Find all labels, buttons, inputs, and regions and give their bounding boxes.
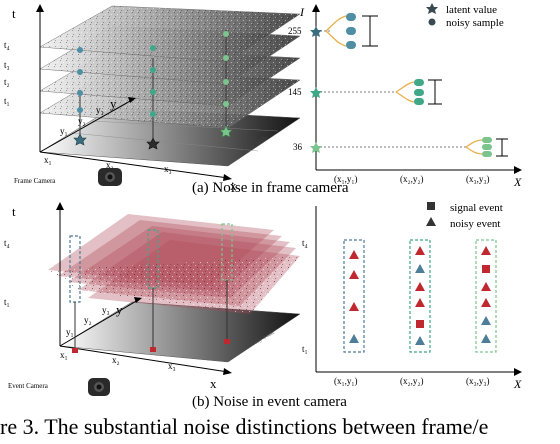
panel-b-x3-label: x₃ <box>168 361 176 371</box>
panel-a-time-t4: t₄ <box>4 40 10 50</box>
panel-a-legend: latent value noisy sample <box>426 3 504 29</box>
latent-value-icon <box>426 3 438 14</box>
panel-b-y-axis <box>59 299 139 347</box>
frame-planes <box>39 5 301 129</box>
panel-a-x-label: x <box>230 178 237 193</box>
panel-a-noisy-samples <box>346 13 492 157</box>
panel-b-xtick-1: (x₁,y₁) <box>334 376 358 386</box>
panel-a-y-axis <box>39 99 133 153</box>
legend-signal-event: signal event <box>450 202 503 214</box>
panel-b-plot: X t₄ t₁ (x₁,y₁) (x₂,y₂) (x₃,y₃) <box>302 202 522 391</box>
panel-b-x1-label: x₁ <box>60 350 68 360</box>
panel-b-y-label: y <box>116 302 123 317</box>
panel-b-event-columns <box>69 223 233 353</box>
panel-b-3d-volume: t t₄ t₁ y y₁ y₂ y₃ x₁ x₂ x₃ x Gray Scale… <box>4 202 301 396</box>
legend-noisy-event: noisy event <box>450 218 500 230</box>
legend-latent-value: latent value <box>446 4 497 16</box>
panel-a-caption: (a) Noise in frame camera <box>192 180 349 196</box>
panel-a-y2-label: y₂ <box>78 116 86 126</box>
panel-a-t-arrow <box>36 4 44 12</box>
panel-a-range-markers <box>362 15 508 157</box>
panel-b-x-axis <box>59 345 229 373</box>
panel-b-caption: (b) Noise in event camera <box>192 394 347 410</box>
event-column-3 <box>475 239 497 353</box>
event-column-2 <box>409 239 431 353</box>
panel-b-plot-x-label: X <box>513 377 522 391</box>
signal-event-icon <box>427 202 435 210</box>
panel-b-x-arrow <box>223 368 232 375</box>
panel-b-plot-x-arrow <box>514 368 522 376</box>
panel-a-xtick-1: (x₁,y₁) <box>334 174 358 184</box>
panel-a-x2-label: x₂ <box>106 160 114 170</box>
panel-b-camera-label: Event Camera <box>8 382 49 390</box>
panel-b-t-label: t <box>12 204 16 219</box>
panel-a-plot: I X 255 145 36 (x₁,y₁) (x₂,y₂) (x₃,y₃) <box>288 3 522 189</box>
panel-b-time-t4: t₄ <box>4 238 10 248</box>
panel-a-y-label: y <box>110 96 117 111</box>
figure-caption-text: The substantial noise distinctions betwe… <box>44 414 489 439</box>
noisy-sample-icon <box>428 18 436 26</box>
panel-a-noise-brackets <box>325 15 483 155</box>
panel-a-x1-label: x₁ <box>44 155 52 165</box>
panel-b-legend: signal event noisy event <box>426 202 503 230</box>
panel-b-y3-label: y₃ <box>102 305 110 315</box>
panel-a-y3-label: y₃ <box>96 105 104 115</box>
panel-b-time-t1: t₁ <box>4 297 10 307</box>
event-camera-icon <box>88 378 110 396</box>
panel-a-y-arrow <box>128 97 136 103</box>
panel-a-time-t3: t₃ <box>4 60 10 70</box>
panel-b-xtick-2: (x₂,y₂) <box>400 376 424 386</box>
panel-b-x-label: x <box>210 376 217 391</box>
noisy-event-icon <box>426 217 436 226</box>
panel-a-xtick-2: (x₂,y₂) <box>400 174 424 184</box>
legend-noisy-sample: noisy sample <box>446 17 504 29</box>
panel-a-3d-stack: t t₄ t₃ t₂ t₁ y y₁ y₂ y₃ x₁ x₂ x₃ x Gray… <box>4 4 301 193</box>
panel-a-plot-x-label: X <box>513 175 522 189</box>
panel-a-x-arrow <box>223 174 232 181</box>
panel-a-time-t2: t₂ <box>4 77 10 87</box>
panel-a-tick-255: 255 <box>288 26 302 36</box>
panel-b-floor <box>59 301 301 363</box>
figure-caption: re 3. The substantial noise distinctions… <box>0 414 488 440</box>
panel-b-plot-t1: t₁ <box>302 344 308 354</box>
panel-a-xtick-3: (x₃,y₃) <box>466 174 490 184</box>
panel-b-t-arrow <box>56 202 64 210</box>
panel-a-camera-label: Frame Camera <box>14 177 56 185</box>
panel-a-y1-label: y₁ <box>60 126 68 136</box>
panel-a-plot-y-arrow <box>312 4 320 12</box>
panel-a-x3-label: x₃ <box>164 164 172 174</box>
frame-camera-icon <box>98 168 122 186</box>
panel-a-tick-145: 145 <box>288 87 302 97</box>
panel-b-y2-label: y₂ <box>84 315 92 325</box>
panel-b-y-arrow <box>134 297 142 303</box>
panel-a-t-label: t <box>12 6 16 21</box>
event-slices <box>48 214 300 314</box>
panel-a-guide-lines <box>316 30 466 148</box>
panel-b-y1-label: y₁ <box>66 327 74 337</box>
panel-a-floor-stripes <box>71 120 279 152</box>
panel-a-plot-y-label: I <box>299 5 305 19</box>
panel-b-xtick-3: (x₃,y₃) <box>466 376 490 386</box>
panel-a-time-t1: t₁ <box>4 96 10 106</box>
panel-b-x2-label: x₂ <box>112 355 120 365</box>
panel-a-plot-x-arrow <box>514 166 522 174</box>
panel-a-pixel-columns <box>73 30 233 150</box>
panel-b-plot-t4: t₄ <box>302 238 308 248</box>
panel-a-latent-stars <box>310 26 322 153</box>
panel-a-x-axis <box>39 151 229 179</box>
figure-number: re 3. <box>0 414 40 439</box>
panel-a-tick-36: 36 <box>293 142 303 152</box>
event-column-1 <box>343 239 365 353</box>
